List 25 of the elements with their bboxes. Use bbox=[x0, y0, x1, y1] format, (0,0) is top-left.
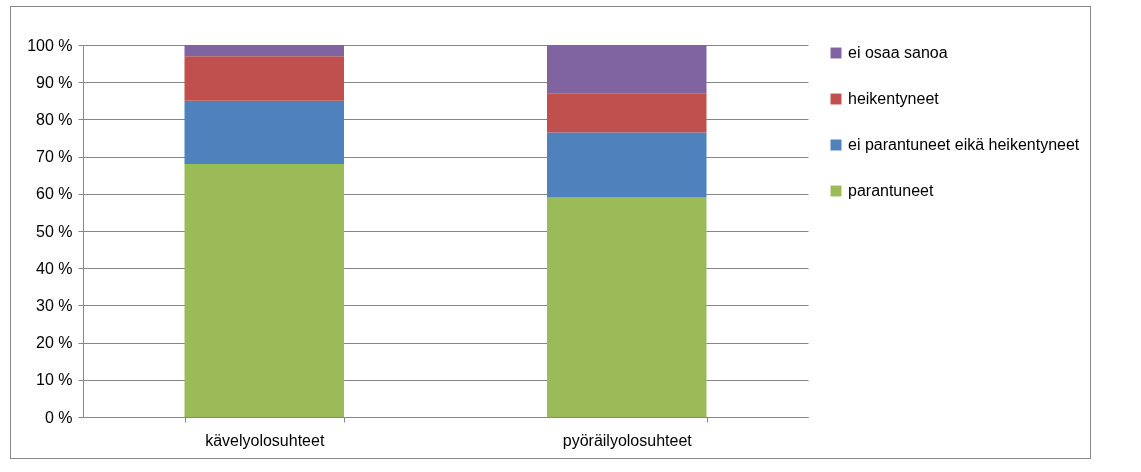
y-tick-label: 20 % bbox=[36, 334, 73, 352]
y-tick-label: 10 % bbox=[36, 371, 73, 389]
bar bbox=[547, 93, 707, 133]
x-tick-label: kävelyolosuhteet bbox=[205, 431, 325, 449]
x-tick-label: pyöräilyolosuhteet bbox=[562, 431, 693, 449]
bar bbox=[184, 56, 344, 101]
y-tick-label: 100 % bbox=[27, 36, 73, 54]
legend-label: parantuneet bbox=[848, 182, 934, 199]
legend-label: heikentyneet bbox=[848, 90, 940, 107]
bar bbox=[547, 132, 707, 198]
y-tick-label: 30 % bbox=[36, 296, 73, 314]
y-tick-label: 50 % bbox=[36, 222, 73, 240]
bar bbox=[184, 164, 344, 417]
legend-label: ei parantuneet eikä heikentyneet bbox=[848, 136, 1080, 153]
bar bbox=[184, 45, 344, 57]
y-tick-label: 90 % bbox=[36, 73, 73, 91]
bar bbox=[184, 100, 344, 165]
y-tick-label: 40 % bbox=[36, 259, 73, 277]
bar bbox=[547, 197, 707, 417]
y-tick-label: 80 % bbox=[36, 110, 73, 128]
y-tick-label: 0 % bbox=[44, 408, 73, 426]
bar bbox=[547, 45, 707, 94]
y-tick-label: 60 % bbox=[36, 185, 73, 203]
y-tick-label: 70 % bbox=[36, 148, 73, 166]
legend-label: ei osaa sanoa bbox=[848, 44, 948, 61]
